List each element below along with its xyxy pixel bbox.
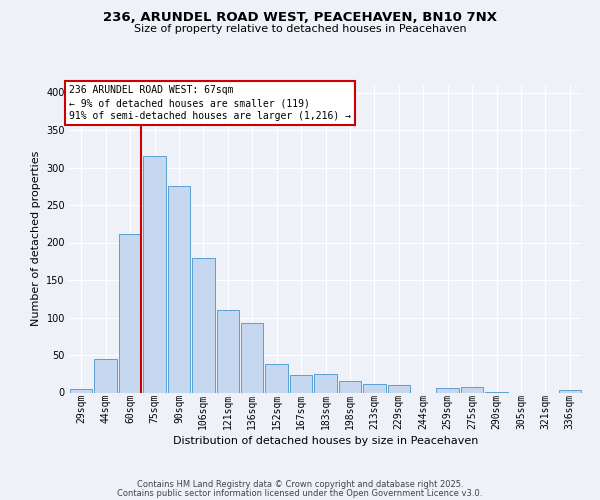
Text: 236 ARUNDEL ROAD WEST: 67sqm
← 9% of detached houses are smaller (119)
91% of se: 236 ARUNDEL ROAD WEST: 67sqm ← 9% of det… [69,85,351,122]
Bar [363,384,386,392]
Bar [559,390,581,392]
Bar [119,234,142,392]
Bar [314,374,337,392]
Bar [388,385,410,392]
Bar [192,258,215,392]
Bar [436,388,459,392]
Bar [290,375,313,392]
X-axis label: Distribution of detached houses by size in Peacehaven: Distribution of detached houses by size … [173,436,478,446]
Text: Contains public sector information licensed under the Open Government Licence v3: Contains public sector information licen… [118,488,482,498]
Bar [217,310,239,392]
Text: Size of property relative to detached houses in Peacehaven: Size of property relative to detached ho… [134,24,466,34]
Text: Contains HM Land Registry data © Crown copyright and database right 2025.: Contains HM Land Registry data © Crown c… [137,480,463,489]
Bar [461,387,484,392]
Y-axis label: Number of detached properties: Number of detached properties [31,151,41,326]
Bar [143,156,166,392]
Bar [265,364,288,392]
Bar [94,359,117,392]
Text: 236, ARUNDEL ROAD WEST, PEACEHAVEN, BN10 7NX: 236, ARUNDEL ROAD WEST, PEACEHAVEN, BN10… [103,11,497,24]
Bar [241,323,263,392]
Bar [338,381,361,392]
Bar [167,186,190,392]
Bar [70,389,92,392]
